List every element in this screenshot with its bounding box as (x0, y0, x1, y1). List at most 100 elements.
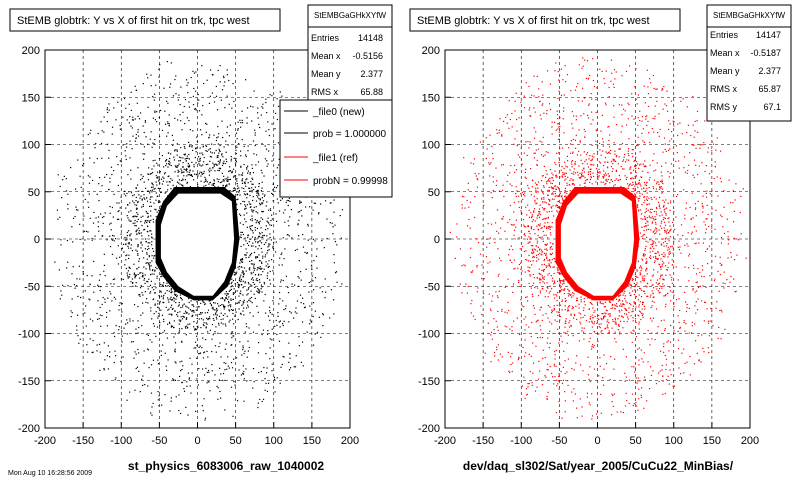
scatter-point (669, 236, 671, 238)
scatter-point (642, 128, 645, 130)
scatter-point (586, 392, 589, 394)
scatter-point (219, 150, 221, 153)
x-tick-label: -100 (110, 435, 132, 447)
scatter-point (514, 164, 516, 166)
scatter-point (277, 164, 280, 166)
scatter-point (566, 380, 569, 382)
scatter-point (665, 212, 667, 215)
scatter-point (245, 207, 247, 209)
scatter-point (707, 347, 709, 349)
scatter-point (644, 102, 646, 104)
scatter-point (340, 237, 342, 239)
scatter-point (704, 120, 706, 122)
scatter-point (248, 256, 250, 258)
scatter-point (683, 372, 685, 374)
scatter-point (157, 359, 159, 361)
scatter-point (183, 168, 185, 170)
scatter-point (551, 210, 553, 212)
scatter-point (126, 333, 128, 335)
scatter-point (627, 316, 629, 318)
scatter-point (282, 324, 284, 327)
scatter-point (698, 242, 700, 244)
scatter-point (97, 226, 100, 228)
scatter-point (229, 289, 231, 292)
scatter-point (77, 159, 79, 161)
scatter-point (716, 137, 718, 139)
scatter-point (720, 214, 722, 216)
scatter-point (477, 287, 479, 289)
scatter-point (651, 305, 653, 307)
left-stats-label: Entries (311, 33, 340, 43)
scatter-point (668, 253, 670, 255)
scatter-point (155, 175, 157, 177)
scatter-point (609, 182, 611, 184)
scatter-point (545, 202, 547, 204)
scatter-point (740, 195, 742, 198)
scatter-point (626, 124, 628, 126)
scatter-point (688, 253, 691, 255)
scatter-point (605, 151, 607, 153)
scatter-point (239, 312, 242, 314)
scatter-point (497, 275, 499, 277)
scatter-point (137, 213, 139, 215)
scatter-point (324, 278, 326, 280)
scatter-point (248, 241, 250, 243)
scatter-point (256, 280, 259, 282)
scatter-point (636, 144, 638, 146)
scatter-point (108, 149, 110, 152)
scatter-point (119, 302, 121, 304)
scatter-point (125, 239, 127, 241)
scatter-point (647, 329, 649, 332)
scatter-point (224, 178, 226, 180)
scatter-point (313, 260, 315, 262)
scatter-point (270, 259, 273, 261)
scatter-point (219, 81, 221, 83)
scatter-point (183, 390, 186, 392)
scatter-point (267, 221, 269, 223)
scatter-point (634, 190, 636, 192)
scatter-point (589, 173, 592, 175)
scatter-point (242, 303, 244, 305)
scatter-point (575, 134, 577, 136)
scatter-point (698, 165, 700, 167)
scatter-point (155, 192, 157, 194)
scatter-point (138, 229, 140, 232)
scatter-point (185, 327, 187, 329)
scatter-point (191, 175, 193, 177)
scatter-point (536, 250, 538, 252)
scatter-point (159, 332, 161, 334)
scatter-point (183, 171, 185, 173)
scatter-point (698, 286, 700, 289)
scatter-point (534, 201, 536, 203)
scatter-point (663, 285, 665, 287)
scatter-point (591, 345, 593, 348)
scatter-point (224, 305, 226, 308)
scatter-point (658, 380, 660, 383)
scatter-point (242, 373, 245, 375)
scatter-point (538, 96, 540, 98)
scatter-point (255, 256, 257, 258)
scatter-point (252, 315, 254, 317)
right-title: StEMB globtrk: Y vs X of first hit on tr… (417, 15, 650, 27)
scatter-point (542, 218, 544, 221)
scatter-point (159, 300, 161, 303)
scatter-point (565, 172, 568, 174)
scatter-point (533, 75, 535, 77)
scatter-point (633, 403, 635, 405)
scatter-point (542, 155, 544, 157)
scatter-point (183, 105, 185, 108)
scatter-point (190, 300, 192, 302)
scatter-point (283, 356, 285, 358)
scatter-point (300, 201, 302, 203)
scatter-point (489, 237, 491, 239)
scatter-point (701, 205, 704, 207)
scatter-point (638, 209, 640, 211)
scatter-point (203, 301, 205, 304)
scatter-point (497, 329, 499, 331)
scatter-point (589, 168, 591, 170)
scatter-point (147, 262, 150, 264)
scatter-point (225, 296, 227, 299)
scatter-point (221, 303, 223, 306)
scatter-point (119, 256, 121, 258)
scatter-point (638, 210, 640, 212)
